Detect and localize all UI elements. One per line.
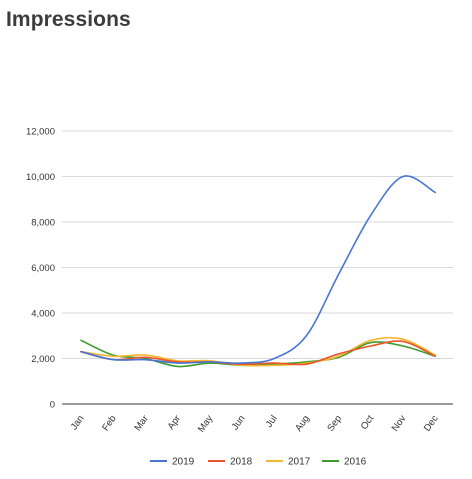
series-line-2018 — [80, 340, 436, 366]
legend-label-2016: 2016 — [344, 457, 367, 468]
y-tick-label: 0 — [50, 400, 55, 411]
x-tick-label: Sep — [325, 413, 344, 433]
y-tick-label: 12,000 — [26, 127, 55, 138]
legend-label-2018: 2018 — [230, 457, 253, 468]
legend-label-2019: 2019 — [172, 457, 195, 468]
x-tick-label: Jan — [69, 413, 87, 432]
y-tick-label: 4,000 — [31, 309, 55, 320]
y-tick-label: 2,000 — [31, 354, 55, 365]
x-tick-label: Feb — [100, 413, 118, 433]
x-tick-label: Oct — [359, 413, 377, 432]
x-tick-label: May — [196, 413, 215, 434]
x-tick-label: Jun — [230, 413, 248, 432]
chart-title: Impressions — [6, 8, 131, 31]
y-tick-label: 6,000 — [31, 263, 55, 274]
y-tick-label: 8,000 — [31, 218, 55, 229]
series-line-2019 — [80, 175, 436, 364]
x-tick-label: Mar — [132, 413, 150, 433]
x-tick-label: Aug — [293, 413, 312, 433]
x-tick-label: Jul — [264, 413, 280, 429]
legend-label-2017: 2017 — [288, 457, 311, 468]
series-line-2017 — [80, 336, 436, 367]
x-tick-label: Nov — [390, 413, 409, 433]
x-tick-label: Dec — [422, 413, 441, 433]
y-tick-label: 10,000 — [26, 172, 55, 183]
x-tick-label: Apr — [166, 413, 183, 431]
